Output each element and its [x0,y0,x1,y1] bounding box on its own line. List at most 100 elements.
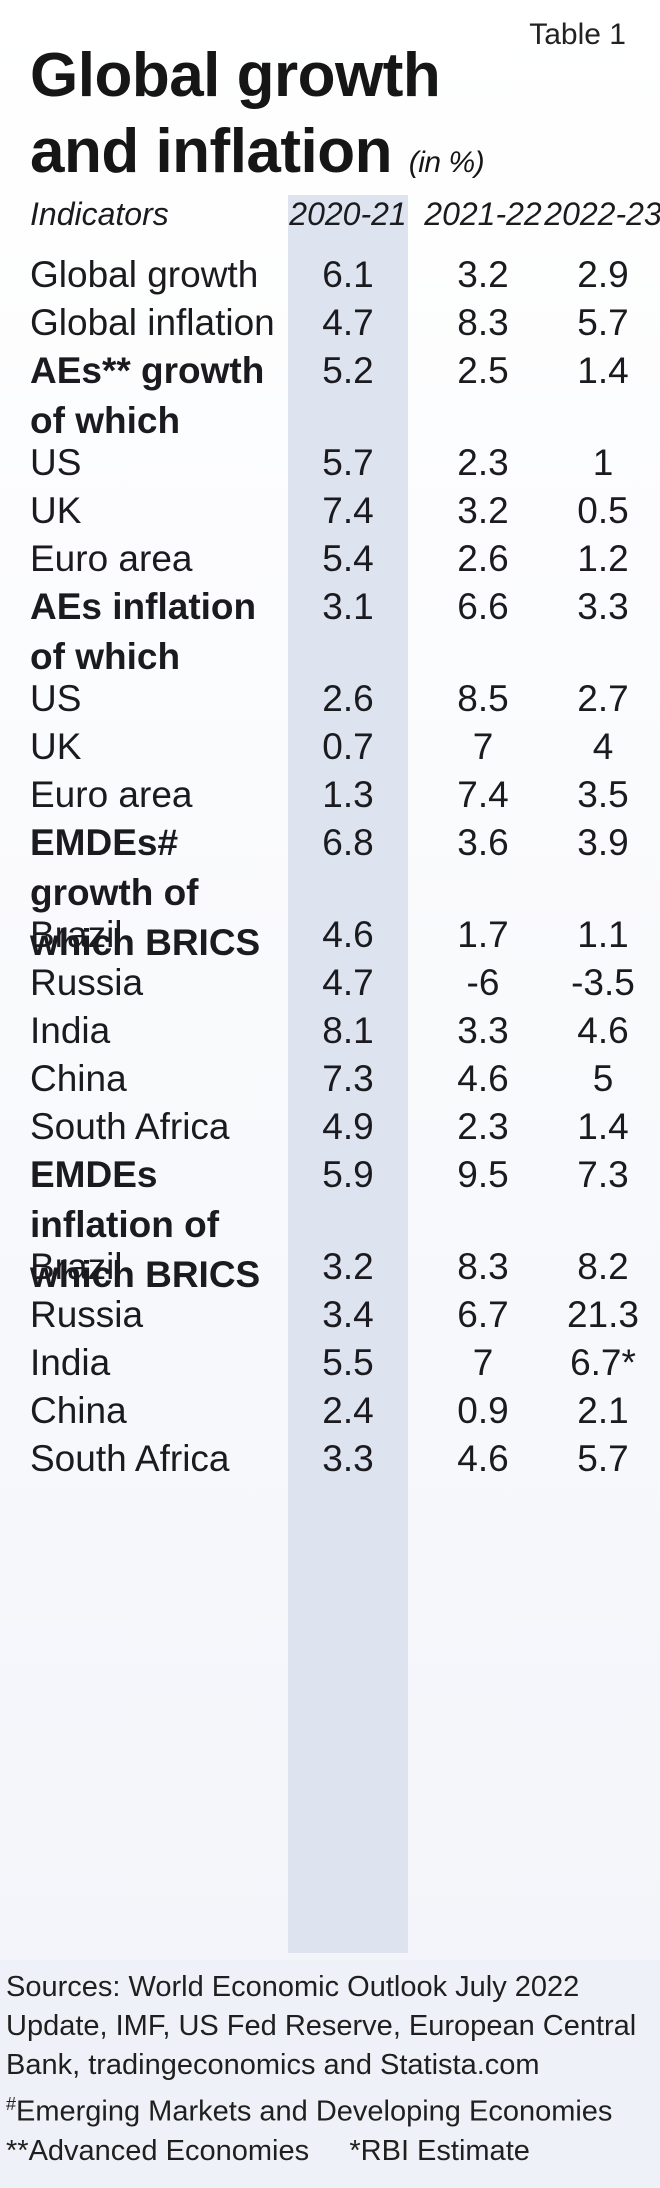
cell-value: 5.5 [322,1342,374,1383]
cell-value: 4.6 [457,1438,509,1479]
cell-value: 7 [472,726,494,767]
title-line-2-text: and inflation [30,117,393,186]
cell-value: -3.5 [571,962,635,1003]
highlight-column-band [288,195,408,1953]
cell-value: 21.3 [566,1294,639,1335]
cell-value: 3.1 [322,586,374,627]
row-label: India [30,1010,111,1051]
row-label: EMDEs# growth of which BRICS [30,822,261,963]
cell-value: 2.3 [457,1106,509,1147]
cell-value: 1.1 [577,914,629,955]
cell-value: 1.4 [577,1106,629,1147]
cell-value: 4.6 [577,1010,629,1051]
cell-value: 3.5 [577,774,629,815]
emde-footnote: #Emerging Markets and Developing Economi… [6,2085,656,2132]
row-label: Global growth [30,254,259,295]
cell-value: 1.3 [322,774,374,815]
cell-value: 7.3 [322,1058,374,1099]
cell-value: 7.3 [577,1154,629,1195]
emde-mark: # [6,2094,17,2114]
cell-value: 7.4 [457,774,509,815]
cell-value: 3.2 [322,1246,374,1287]
row-label: Euro area [30,538,193,579]
rbi-footnote: *RBI Estimate [349,2134,530,2167]
cell-value: 5.2 [322,350,374,391]
cell-value: 2.6 [457,538,509,579]
cell-value: 5.7 [577,1438,629,1479]
cell-value: 1.4 [577,350,629,391]
cell-value: 3.3 [457,1010,509,1051]
cell-value: 2.7 [577,678,629,719]
ae-footnote: **Advanced Economies [6,2134,310,2167]
cell-value: 2.6 [322,678,374,719]
cell-value: 1 [592,442,614,483]
cell-value: 5.9 [322,1154,374,1195]
row-label: India [30,1342,111,1383]
cell-value: 2.9 [577,254,629,295]
row-label: South Africa [30,1438,230,1479]
row-label: UK [30,490,82,531]
header-year-3: 2022-23 [544,196,660,232]
table-card: Table 1 Global growth and inflation (in … [0,0,660,1960]
cell-value: 6.8 [322,822,374,863]
cell-value: 7.4 [322,490,374,531]
cell-value: 6.1 [322,254,374,295]
cell-value: 2.5 [457,350,509,391]
cell-value: 1.2 [577,538,629,579]
cell-value: 3.3 [322,1438,374,1479]
cell-value: 8.2 [577,1246,629,1287]
cell-value: 5.7 [322,442,374,483]
row-label: Global inflation [30,302,275,343]
title-unit: (in %) [408,146,485,179]
footer-notes: Sources: World Economic Outlook July 202… [6,1968,656,2171]
cell-value: 3.6 [457,822,509,863]
cell-value: 5 [592,1058,614,1099]
cell-value: 5.4 [322,538,374,579]
cell-value: 9.5 [457,1154,509,1195]
row-label: Euro area [30,774,193,815]
row-label: China [30,1058,127,1099]
cell-value: 6.7 [457,1294,509,1335]
cell-value: 8.5 [457,678,509,719]
cell-value: 6.7* [570,1342,636,1383]
cell-value: 1.7 [457,914,509,955]
cell-value: 3.3 [577,586,629,627]
cell-value: 0.9 [457,1390,509,1431]
row-label: US [30,442,82,483]
cell-value: 0.7 [322,726,374,767]
title-line-1: Global growth [30,41,441,110]
cell-value: 3.4 [322,1294,374,1335]
cell-value: 4.7 [322,962,374,1003]
cell-value: 8.3 [457,1246,509,1287]
cell-value: 3.2 [457,254,509,295]
row-label: EMDEs inflation of which BRICS [30,1154,261,1295]
cell-value: 0.5 [577,490,629,531]
row-label: South Africa [30,1106,230,1147]
cell-value: 4.6 [322,914,374,955]
page-title: Global growth and inflation (in %) [30,38,485,201]
cell-value: 7 [472,1342,494,1383]
row-label: AEs** growth of which [30,350,265,441]
table-number: Table 1 [529,18,626,51]
row-label: Russia [30,962,144,1003]
abbrev-footnotes: **Advanced Economies *RBI Estimate [6,2132,656,2171]
sources-note: Sources: World Economic Outlook July 202… [6,1971,637,2081]
emde-footnote-text: Emerging Markets and Developing Economie… [16,2095,613,2128]
table-header-row: Indicators 2020-21 2021-22 2022-23 [30,196,660,250]
cell-value: 2.3 [457,442,509,483]
cell-value: 4 [592,726,614,767]
header-year-1: 2020-21 [289,196,407,232]
cell-value: -6 [466,962,500,1003]
cell-value: 4.9 [322,1106,374,1147]
row-label: AEs inflation of which [30,586,257,677]
cell-value: 4.7 [322,302,374,343]
cell-value: 4.6 [457,1058,509,1099]
title-line-2: and inflation (in %) [30,114,485,201]
cell-value: 8.3 [457,302,509,343]
cell-value: 5.7 [577,302,629,343]
header-indicators: Indicators [30,196,169,232]
row-label: Russia [30,1294,144,1335]
row-label: Brazil [30,1246,123,1287]
cell-value: 3.2 [457,490,509,531]
cell-value: 2.4 [322,1390,374,1431]
